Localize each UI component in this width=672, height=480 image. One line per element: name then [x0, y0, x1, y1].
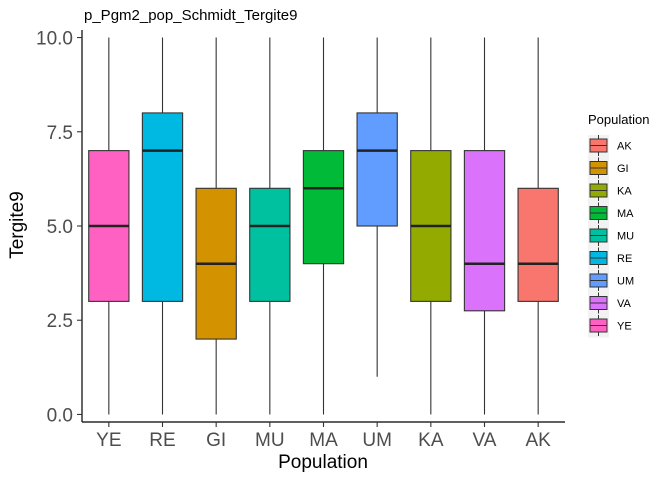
chart-title: p_Pgm2_pop_Schmidt_Tergite9 — [84, 7, 297, 24]
y-axis: 0.0 2.5 5.0 7.5 10.0 — [36, 29, 82, 426]
legend-item-ye: YE — [589, 315, 632, 336]
box-iqr — [356, 112, 398, 227]
x-tick-label: YE — [96, 430, 121, 451]
legend-label: MU — [617, 231, 634, 243]
legend-item-gi: GI — [589, 157, 629, 179]
box-iqr — [249, 187, 291, 302]
legend-item-re: RE — [589, 247, 632, 269]
legend-item-ak: AK — [589, 135, 632, 156]
y-tick-label: 10.0 — [36, 29, 73, 50]
y-tick-label: 5.0 — [47, 217, 73, 238]
x-tick-label: KA — [418, 430, 444, 451]
legend-label: MA — [617, 208, 634, 220]
box-mu — [249, 37, 291, 415]
y-tick-label: 7.5 — [47, 123, 73, 144]
box-iqr — [141, 112, 184, 302]
x-tick-label: GI — [206, 430, 226, 451]
box-ka — [410, 37, 452, 415]
legend-item-ma: MA — [589, 202, 634, 224]
box-iqr — [517, 187, 559, 302]
y-tick-label: 2.5 — [47, 311, 73, 332]
box-ak — [517, 37, 559, 415]
legend-label: UM — [617, 276, 634, 288]
legend-title: Population — [588, 112, 649, 127]
box-ma — [302, 37, 345, 415]
y-tick-label: 0.0 — [47, 405, 73, 426]
x-tick-label: VA — [473, 430, 497, 451]
x-axis-title: Population — [278, 452, 368, 473]
x-axis: YE RE GI MU MA UM KA VA AK — [96, 422, 551, 451]
x-tick-label: AK — [525, 430, 551, 451]
legend-label: AK — [617, 141, 632, 153]
y-axis-title: Tergite9 — [7, 191, 28, 259]
box-iqr — [463, 150, 506, 312]
legend-label: RE — [617, 253, 632, 265]
plot-area — [88, 37, 559, 415]
box-ye — [88, 37, 130, 415]
legend-item-ka: KA — [589, 180, 632, 201]
box-um — [356, 37, 398, 377]
box-re — [141, 37, 184, 415]
x-tick-label: MU — [255, 430, 285, 451]
legend-item-va: VA — [589, 292, 632, 314]
x-tick-label: UM — [362, 430, 392, 451]
legend-item-um: UM — [589, 270, 634, 291]
x-tick-label: MA — [309, 430, 338, 451]
x-tick-label: RE — [149, 430, 175, 451]
legend: Population AK GI KA MA MU RE UM VA YE — [588, 112, 649, 338]
legend-label: VA — [617, 298, 632, 310]
legend-item-mu: MU — [589, 225, 634, 246]
legend-label: KA — [617, 186, 632, 198]
box-iqr — [302, 150, 345, 265]
box-gi — [195, 37, 237, 415]
box-va — [463, 37, 506, 415]
legend-label: YE — [617, 321, 632, 333]
legend-label: GI — [617, 163, 629, 175]
